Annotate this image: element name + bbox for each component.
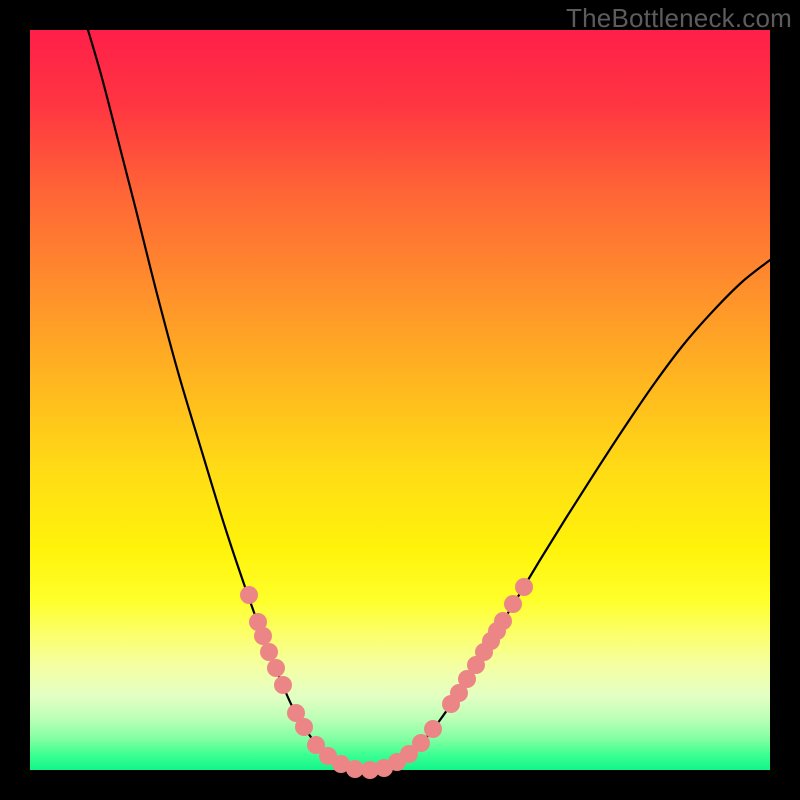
data-dot — [515, 578, 533, 596]
data-dot — [504, 595, 522, 613]
data-dot — [274, 676, 292, 694]
data-dot — [412, 734, 430, 752]
curve-layer — [30, 30, 770, 770]
bottleneck-curve — [88, 30, 770, 770]
data-dot — [267, 659, 285, 677]
watermark-text: TheBottleneck.com — [566, 3, 792, 34]
data-dot — [424, 720, 442, 738]
data-dot — [494, 612, 512, 630]
chart-plot-area — [30, 30, 770, 770]
data-dot — [295, 718, 313, 736]
data-dot — [240, 586, 258, 604]
